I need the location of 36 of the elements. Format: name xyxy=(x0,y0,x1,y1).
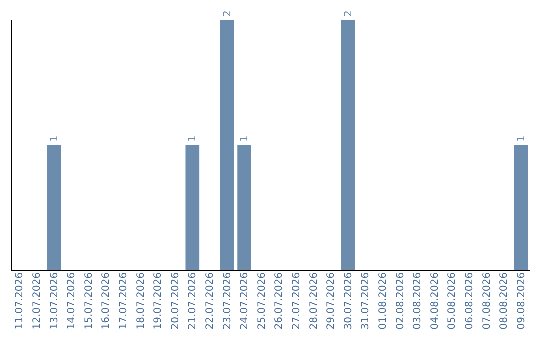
x-tick-label: 06.08.2026 xyxy=(464,272,476,330)
x-tick-label: 23.07.2026 xyxy=(222,272,234,330)
x-tick-label: 22.07.2026 xyxy=(204,272,216,330)
x-tick-label: 11.07.2026 xyxy=(14,272,26,330)
x-tick-label: 30.07.2026 xyxy=(343,272,354,330)
x-tick-label: 21.07.2026 xyxy=(188,272,199,330)
x-tick-label: 27.07.2026 xyxy=(291,272,302,330)
x-tick-label: 13.07.2026 xyxy=(49,272,60,330)
data-label: 1 xyxy=(240,136,251,142)
x-tick-label: 03.08.2026 xyxy=(412,272,424,330)
x-tick-label: 04.08.2026 xyxy=(430,272,441,330)
x-tick-label: 29.07.2026 xyxy=(326,272,338,330)
data-label: 1 xyxy=(49,136,60,142)
x-tick-label: 12.07.2026 xyxy=(32,272,43,330)
data-label: 1 xyxy=(188,136,199,142)
x-tick-label: 18.07.2026 xyxy=(136,272,147,330)
x-tick-label: 19.07.2026 xyxy=(153,272,164,330)
x-tick-label: 07.08.2026 xyxy=(482,272,493,330)
x-tick-label: 15.07.2026 xyxy=(84,272,95,330)
data-label: 2 xyxy=(343,10,354,17)
x-tick-label: 14.07.2026 xyxy=(66,272,78,330)
x-tick-label: 09.08.2026 xyxy=(516,272,528,330)
x-tick-label: 08.08.2026 xyxy=(499,272,510,330)
x-tick-label: 26.07.2026 xyxy=(274,272,286,330)
x-tick-label: 28.07.2026 xyxy=(308,272,320,330)
data-label: 1 xyxy=(516,136,528,142)
x-tick-label: 16.07.2026 xyxy=(101,272,112,330)
x-tick-label: 20.07.2026 xyxy=(170,272,182,330)
x-tick-label: 31.07.2026 xyxy=(360,272,372,330)
x-tick-label: 05.08.2026 xyxy=(447,272,458,330)
x-tick-label: 24.07.2026 xyxy=(240,272,251,330)
x-tick-label: 25.07.2026 xyxy=(256,272,268,330)
x-tick-label: 01.08.2026 xyxy=(378,272,389,330)
data-label: 2 xyxy=(222,10,234,17)
x-tick-label: 02.08.2026 xyxy=(395,272,406,330)
x-tick-label: 17.07.2026 xyxy=(118,272,130,330)
